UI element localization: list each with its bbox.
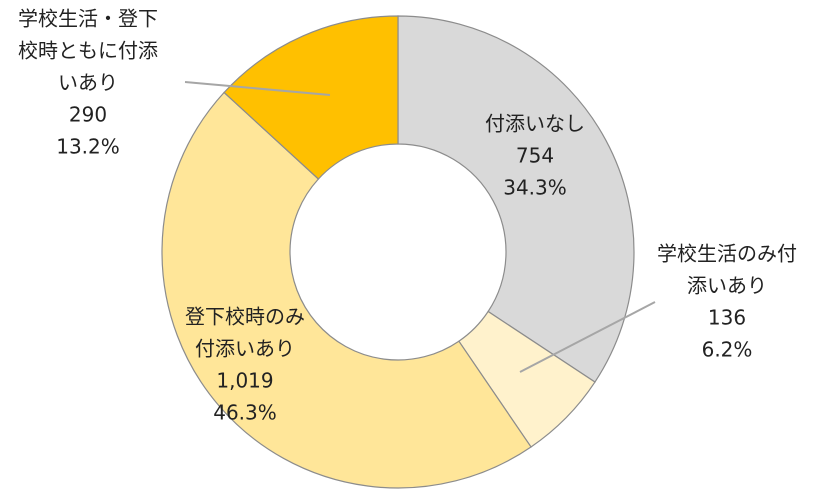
category-label: 校時ともに付添 xyxy=(18,39,158,63)
value-label: 754 xyxy=(516,144,554,168)
percent-label: 6.2% xyxy=(702,338,753,362)
category-label: 学校生活・登下 xyxy=(18,7,158,31)
slice xyxy=(161,91,532,489)
slice xyxy=(223,15,399,180)
value-label: 290 xyxy=(69,103,107,127)
value-label: 136 xyxy=(708,306,746,330)
category-label: 学校生活のみ付 xyxy=(657,242,797,266)
percent-label: 13.2% xyxy=(56,135,120,159)
value-label: 1,019 xyxy=(216,369,273,393)
category-label: いあり xyxy=(58,71,118,95)
percent-label: 46.3% xyxy=(213,401,277,425)
percent-label: 34.3% xyxy=(503,176,567,200)
category-label: 登下校時のみ xyxy=(185,305,305,329)
category-label: 付添いあり xyxy=(195,337,295,361)
category-label: 添いあり xyxy=(687,274,767,298)
leader-line xyxy=(519,301,656,373)
slice xyxy=(397,15,635,383)
category-label: 付添いなし xyxy=(485,112,585,136)
leader-line xyxy=(184,81,331,96)
